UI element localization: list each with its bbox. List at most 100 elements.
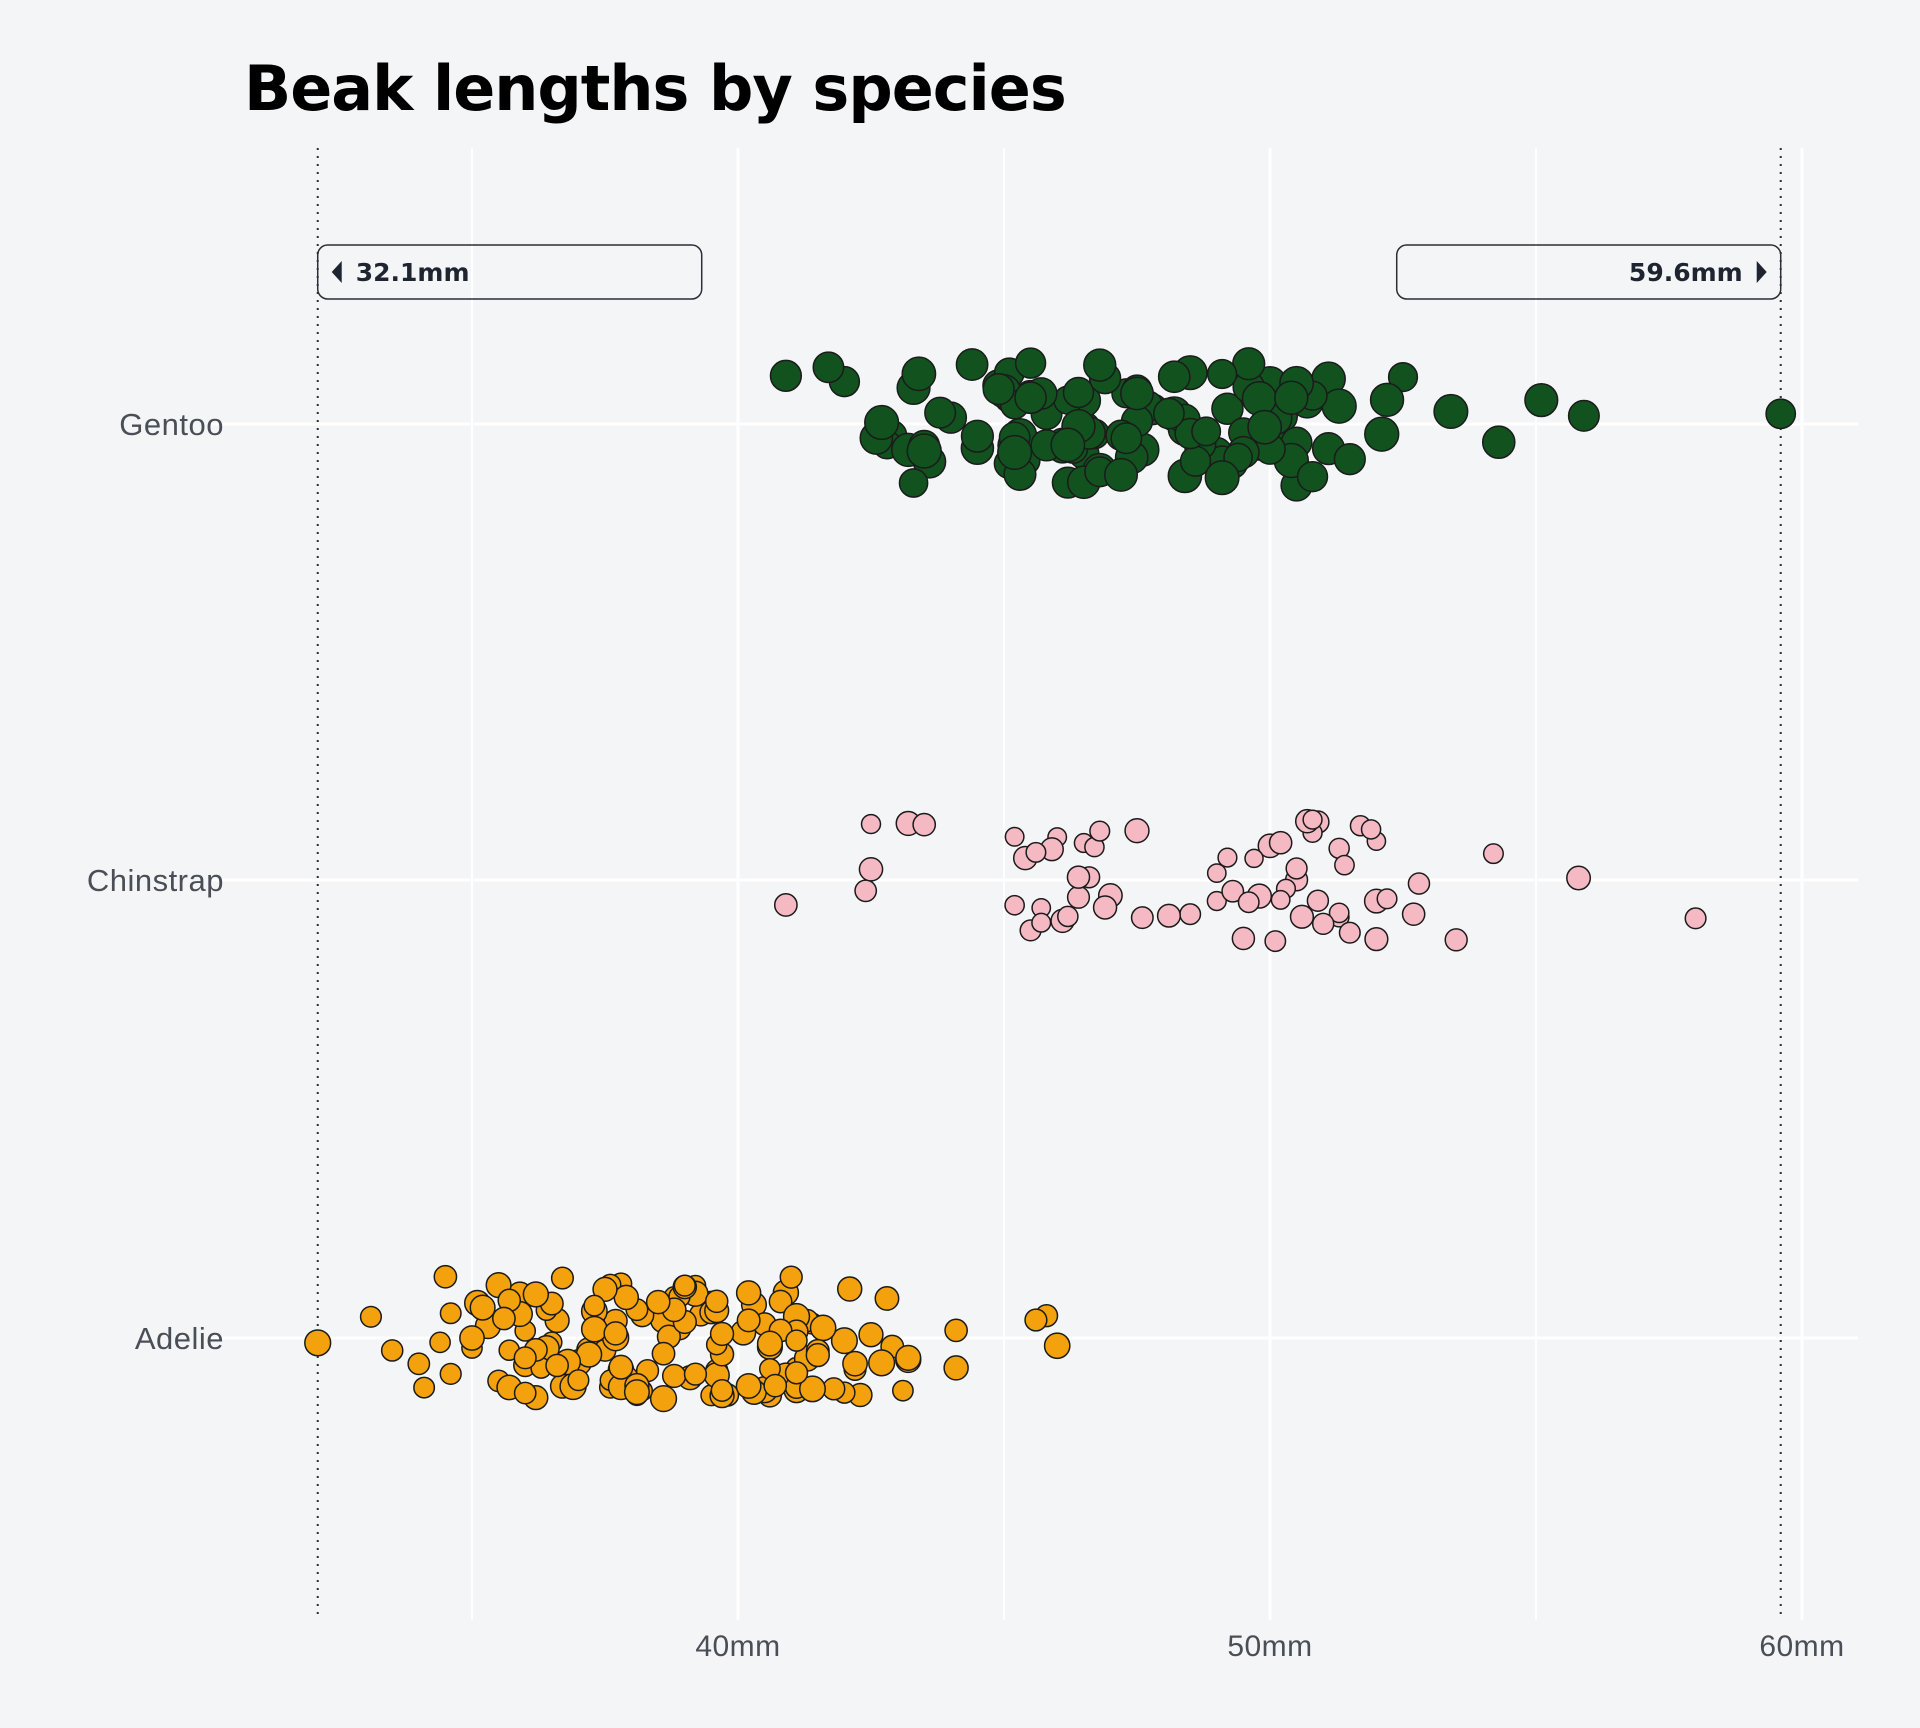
data-point-chinstrap [1092,895,1118,920]
data-point-chinstrap [1025,841,1047,863]
data-point-chinstrap [1156,903,1182,928]
category-label: Adelie [135,1321,224,1356]
data-point-adelie [1024,1308,1048,1332]
data-point-adelie [545,1353,569,1378]
data-point-chinstrap [1124,817,1150,844]
data-point-chinstrap [860,813,882,835]
data-point-adelie [550,1266,574,1290]
data-point-adelie [809,1314,837,1342]
data-point-chinstrap [1237,891,1260,914]
data-point-gentoo [1247,409,1283,445]
data-point-adelie [735,1372,762,1399]
data-point-adelie [645,1289,671,1315]
range-annotations: 32.1mm 59.6mm [316,244,1782,300]
data-point-gentoo [955,348,989,381]
data-point-adelie [603,1321,628,1346]
data-point-gentoo [1083,348,1117,382]
data-point-adelie [779,1265,803,1289]
data-point-gentoo [864,404,900,441]
data-point-chinstrap [1306,889,1330,912]
data-point-gentoo [1364,416,1400,452]
data-point-adelie [592,1276,618,1302]
data-point-adelie [756,1330,783,1357]
data-point-gentoo [901,356,937,392]
range-annotation-label: 32.1mm [356,258,470,287]
data-point-chinstrap [1407,872,1431,895]
data-point-adelie [735,1280,762,1306]
caret-left-icon [331,261,342,283]
data-point-gentoo [769,359,803,392]
data-point-adelie [433,1264,458,1289]
data-point-adelie [661,1363,687,1389]
data-point-gentoo [1153,397,1185,430]
data-point-chinstrap [1206,863,1227,884]
data-point-adelie [822,1377,846,1401]
data-point-chinstrap [1360,819,1382,840]
data-point-gentoo [1206,358,1238,390]
data-point-adelie [842,1350,868,1377]
data-point-adelie [784,1361,809,1385]
data-point-chinstrap [1364,926,1389,952]
data-point-adelie [830,1327,858,1355]
data-point-chinstrap [1482,843,1504,865]
data-point-adelie [798,1375,826,1403]
data-point-chinstrap [1264,930,1287,953]
range-annotation-label: 59.6mm [1629,258,1743,287]
data-point-chinstrap [1179,903,1202,926]
data-point-chinstrap [1334,854,1355,876]
range-annotation-box [1395,244,1782,300]
range-annotation-box [316,244,703,300]
data-point-adelie [710,1379,734,1402]
data-point-chinstrap [1004,826,1025,847]
data-point-adelie [407,1352,431,1376]
range-reference-lines [316,148,1782,1620]
data-point-chinstrap [1206,890,1227,912]
data-point-chinstrap [1244,848,1264,869]
data-point-gentoo [812,351,845,384]
data-point-gentoo [1524,383,1559,418]
x-tick-label: 40mm [695,1630,780,1663]
data-point-chinstrap [1231,926,1256,951]
data-point-gentoo [1274,380,1309,415]
category-label: Chinstrap [87,863,224,898]
category-labels: Gentoo Chinstrap Adelie [87,407,224,1356]
data-point-chinstrap [1444,928,1468,952]
data-point-adelie [469,1294,496,1321]
data-point-chinstrap [1566,865,1592,891]
data-point-adelie [492,1306,516,1331]
data-point-chinstrap [858,856,884,882]
data-point-adelie [805,1342,830,1368]
data-point-chinstrap [1217,847,1238,868]
data-point-adelie [768,1289,793,1314]
data-point-gentoo [1120,376,1154,411]
data-point-gentoo [1333,443,1366,476]
data-point-adelie [895,1344,922,1371]
data-point-chinstrap [1302,809,1323,830]
data-point-adelie [763,1373,788,1398]
data-point-gentoo [982,372,1015,406]
data-point-adelie [359,1305,383,1328]
data-point-adelie [858,1322,884,1348]
data-point-adelie [943,1355,969,1381]
data-point-adelie [429,1331,451,1354]
data-point-adelie [380,1339,404,1362]
data-point-gentoo [1433,393,1469,430]
data-point-adelie [623,1379,650,1406]
data-point-adelie [580,1315,608,1343]
data-point-gentoo [898,468,929,498]
data-point-gentoo [1204,460,1240,496]
data-point-gentoo [1567,399,1600,432]
data-point-adelie [567,1369,590,1392]
data-point-gentoo [960,419,995,453]
data-point-gentoo [1387,361,1419,393]
x-axis-ticks: 40mm 50mm 60mm [695,1630,1844,1663]
data-point-chinstrap [1289,904,1315,929]
data-point-chinstrap [1031,912,1052,933]
data-point-chinstrap [1328,902,1350,924]
data-point-adelie [459,1325,485,1351]
data-point-adelie [513,1381,537,1405]
data-point-chinstrap [1004,894,1025,916]
data-point-gentoo [1014,347,1047,379]
data-points [304,347,1797,1413]
data-point-adelie [944,1318,968,1343]
